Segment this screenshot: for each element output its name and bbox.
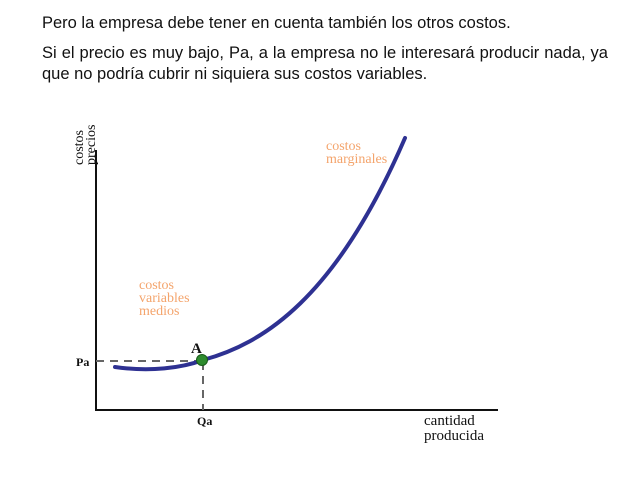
marginal-cost-label-line-1: costos <box>326 139 361 154</box>
y-axis-label-line-2: precios <box>84 125 99 165</box>
marginal-cost-label-line-2: marginales <box>326 152 387 167</box>
y-axis-label-line-1: costos <box>72 130 87 165</box>
x-axis-label-line-2: producida <box>424 428 484 444</box>
y-axis-label: costos precios <box>72 125 99 165</box>
quantity-tick-label: Qa <box>197 414 212 428</box>
point-a-marker <box>196 354 208 366</box>
avc-label-line-1: costos <box>139 278 174 293</box>
slide-text-line-1: Pero la empresa debe tener en cuenta tam… <box>42 14 511 32</box>
avc-label-line-3: medios <box>139 304 179 319</box>
cost-curve <box>113 136 407 372</box>
slide-text-paragraph-2: Si el precio es muy bajo, Pa, a la empre… <box>42 44 608 83</box>
avc-label-line-2: variables <box>139 291 190 306</box>
x-axis-label-line-1: cantidad <box>424 413 475 429</box>
price-tick-label: Pa <box>76 355 89 369</box>
point-a-label: A <box>191 341 202 357</box>
